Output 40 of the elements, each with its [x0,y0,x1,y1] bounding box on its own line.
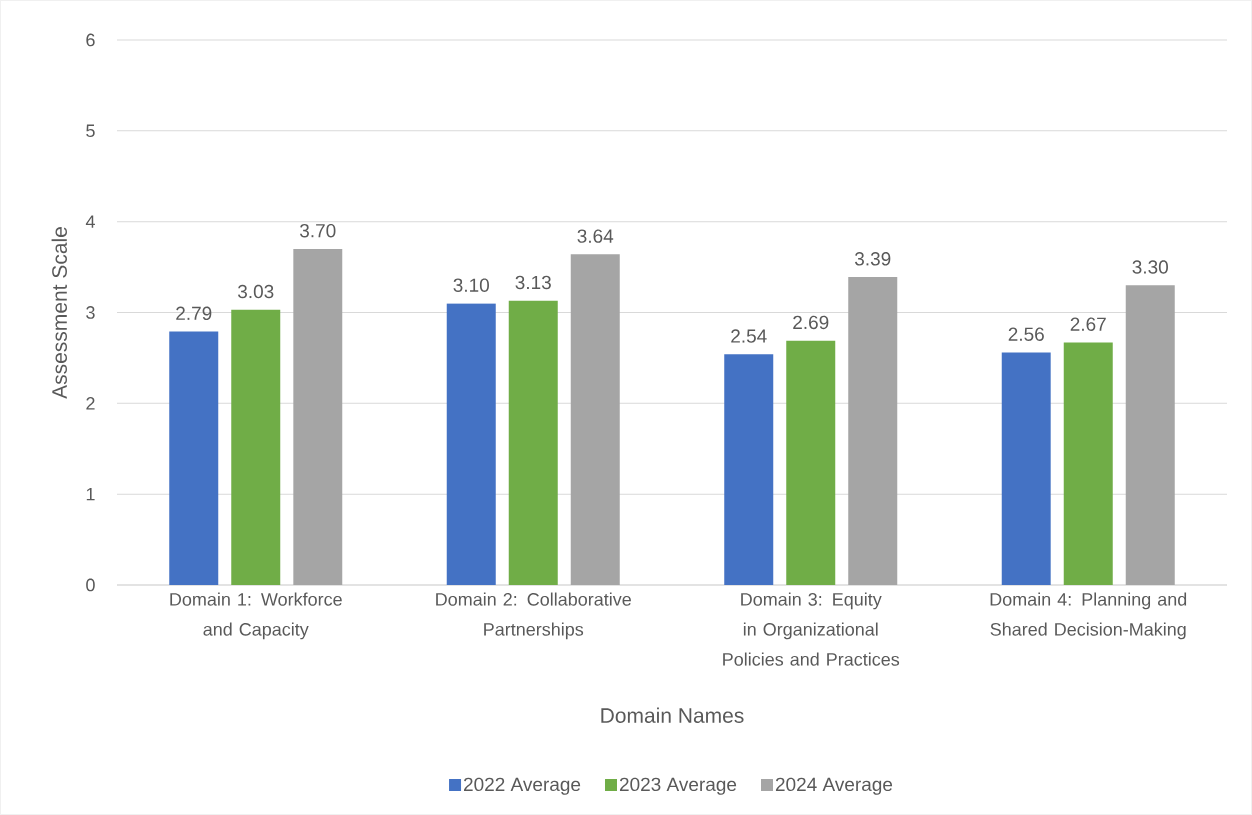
y-tick-label: 1 [86,487,95,501]
data-label: 2.56 [1008,327,1044,341]
bar [1125,285,1175,585]
bar [446,303,496,585]
data-label: 2.67 [1070,317,1106,331]
y-tick-label: 3 [86,306,95,319]
bar [848,277,898,585]
data-label: 2.79 [176,306,212,321]
data-label: 3.70 [299,223,336,238]
y-tick-label: 2 [86,397,95,410]
data-label: 3.13 [515,275,551,290]
x-tick-label: Domain 2: Collaborative Partnerships [436,592,631,640]
bar [169,331,219,585]
x-tick-label: Domain 4: Planning and Shared Decision-Making [990,592,1187,640]
bar [293,248,343,585]
y-tick-label: 4 [85,215,95,228]
data-label: 2.54 [731,329,767,343]
data-label: 3.03 [237,284,274,299]
data-label: 2.69 [793,315,829,330]
bar [724,354,774,585]
y-tick-label: 5 [86,124,95,138]
bar [570,254,620,585]
data-label: 3.39 [854,252,891,266]
legend-label: 2022 Average [464,777,581,795]
bar [786,340,836,585]
data-label: 3.64 [577,229,614,243]
data-label: 3.30 [1132,260,1168,274]
legend-label: 2023 Average [619,777,737,795]
data-label: 3.10 [453,278,489,292]
legend-label: 2024 Average [775,777,893,795]
x-tick-label: Domain 3: Equity in Organizational Policies and Practices [723,592,900,666]
bar [1001,352,1051,585]
bar [231,309,281,585]
x-axis-title: Domain Names [601,707,744,723]
y-tick-label: 6 [86,33,95,47]
y-tick-label: 0 [86,578,95,592]
bar [1063,342,1113,585]
x-tick-label: Domain 1: Workforce and Capacity [170,592,342,640]
bar [508,300,558,585]
y-axis-title: Assessment Scale [51,227,67,399]
